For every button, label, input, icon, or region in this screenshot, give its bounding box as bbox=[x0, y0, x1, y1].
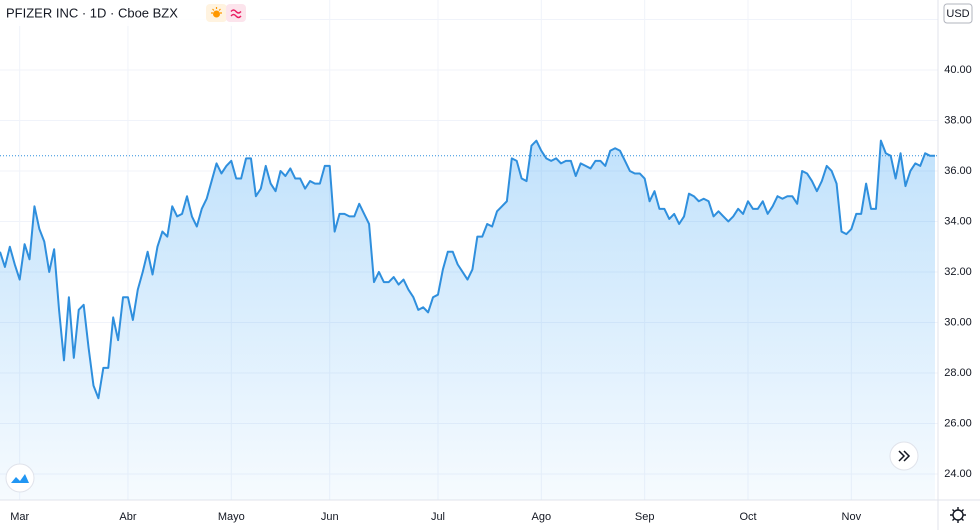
scroll-right-button[interactable] bbox=[889, 441, 919, 471]
x-tick-label: Oct bbox=[739, 511, 756, 523]
x-tick-label: Abr bbox=[119, 511, 136, 523]
settings-button[interactable] bbox=[950, 507, 966, 523]
area-fill bbox=[0, 140, 935, 500]
y-tick-label: 36.00 bbox=[944, 165, 972, 177]
x-tick-label: Jul bbox=[431, 511, 445, 523]
y-tick-label: 28.00 bbox=[944, 367, 972, 379]
delay-icon[interactable] bbox=[226, 4, 246, 22]
price-line bbox=[0, 139, 935, 400]
market-status-icon bbox=[206, 4, 227, 22]
x-tick-label: Nov bbox=[842, 511, 862, 523]
y-tick-label: 32.00 bbox=[944, 266, 972, 278]
y-tick-label: 38.00 bbox=[944, 114, 972, 126]
y-tick-label: 34.00 bbox=[944, 215, 972, 227]
currency-label: USD bbox=[946, 8, 969, 20]
logo-button[interactable] bbox=[5, 463, 35, 493]
x-tick-label: Jun bbox=[321, 511, 339, 523]
y-tick-label: 40.00 bbox=[944, 64, 972, 76]
symbol-title: PFIZER INC · 1D · Cboe BZX bbox=[6, 5, 178, 20]
x-tick-label: Ago bbox=[532, 511, 552, 523]
currency-box[interactable] bbox=[943, 3, 973, 24]
y-tick-label: 30.00 bbox=[944, 316, 972, 328]
y-tick-label: 26.00 bbox=[944, 417, 972, 429]
x-tick-label: Sep bbox=[635, 511, 655, 523]
y-tick-label: 24.00 bbox=[944, 468, 972, 480]
x-tick-label: Mayo bbox=[218, 511, 245, 523]
plot bbox=[0, 139, 938, 500]
x-tick-label: Mar bbox=[10, 511, 29, 523]
